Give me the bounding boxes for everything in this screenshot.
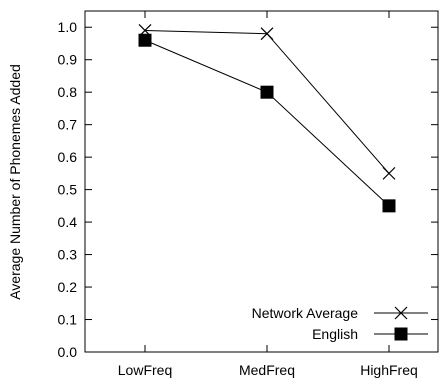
- y-tick-label: 0.2: [58, 279, 78, 295]
- y-tick-label: 1.0: [58, 19, 78, 35]
- x-tick-label: LowFreq: [118, 362, 172, 378]
- y-tick-label: 0.3: [58, 247, 78, 263]
- legend-entry: Network Average: [252, 305, 428, 321]
- tick-marks: [85, 11, 438, 353]
- series-line: [144, 29, 390, 174]
- data-point: [138, 33, 152, 47]
- y-tick-labels: 0.0 0.1 0.2 0.3 0.4 0.5 0.6 0.7 0.8 0.9 1.0: [58, 19, 78, 360]
- y-tick-label: 0.9: [58, 52, 78, 68]
- series-line: [144, 39, 390, 207]
- y-axis-title: Average Number of Phonemes Added: [7, 64, 23, 300]
- y-tick-label: 0.1: [58, 312, 78, 328]
- y-tick-label: 0.5: [58, 182, 78, 198]
- square-marker: [138, 33, 152, 47]
- series-network-average: [138, 24, 396, 180]
- legend-entry: English: [312, 326, 428, 342]
- data-point: [382, 166, 396, 180]
- x-marker-stroke: [394, 306, 408, 320]
- square-marker: [382, 199, 396, 213]
- plot-frame: [84, 10, 439, 353]
- y-tick-label: 0.7: [58, 117, 78, 133]
- square-marker: [260, 85, 274, 99]
- legend-label: Network Average: [252, 305, 359, 321]
- y-tick-label: 0.4: [58, 214, 78, 230]
- y-tick-label: 0.6: [58, 149, 78, 165]
- data-point: [382, 199, 396, 213]
- series-group: [138, 24, 396, 213]
- data-point: [260, 27, 274, 41]
- legend-label: English: [312, 326, 358, 342]
- x-tick-label: MedFreq: [239, 362, 295, 378]
- x-tick-label: HighFreq: [360, 362, 418, 378]
- x-tick-labels: LowFreq MedFreq HighFreq: [118, 362, 418, 378]
- data-point: [260, 85, 274, 99]
- square-marker: [394, 327, 408, 341]
- y-tick-label: 0.8: [58, 84, 78, 100]
- y-tick-label: 0.0: [58, 344, 78, 360]
- x-marker-stroke: [260, 27, 274, 41]
- x-marker-stroke: [382, 166, 396, 180]
- series-english: [138, 33, 396, 213]
- legend: Network Average English: [252, 305, 428, 342]
